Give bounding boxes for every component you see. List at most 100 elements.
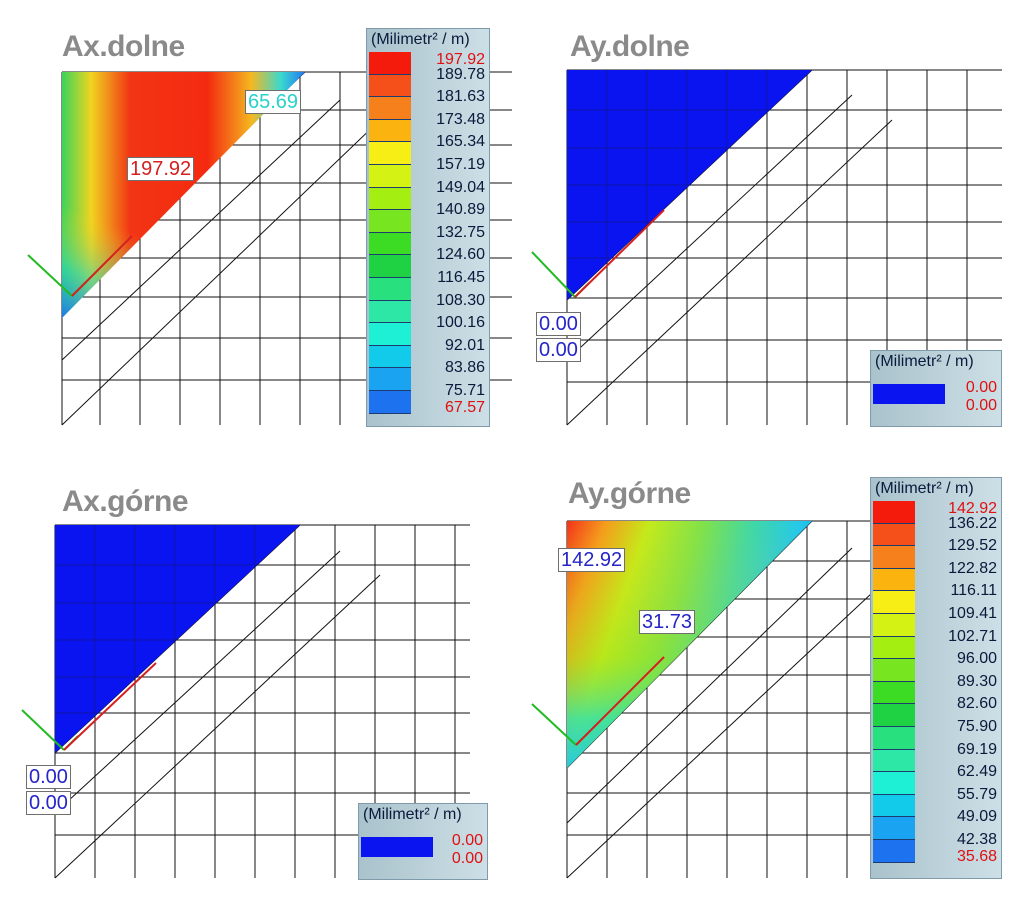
panel-title: Ay.górne — [568, 477, 691, 510]
legend-label: 55.79 — [956, 785, 997, 803]
legend-scale: 0.00 0.00 — [359, 827, 487, 871]
legend-swatch — [873, 568, 915, 592]
legend-swatch — [873, 840, 915, 863]
legend-swatch — [369, 232, 411, 256]
legend-swatch — [873, 546, 915, 569]
legend-label: 149.04 — [436, 178, 485, 196]
legend-swatch — [369, 345, 411, 369]
legend-label: 0.00 — [451, 832, 483, 849]
legend-swatch — [873, 794, 915, 818]
legend-scale: 0.00 0.00 — [871, 374, 1001, 418]
axis-green — [21, 709, 65, 751]
legend-label: 0.00 — [451, 850, 483, 867]
legend-swatch — [873, 727, 915, 750]
legend-swatch — [361, 837, 433, 857]
legend-swatch — [873, 614, 915, 637]
legend-swatch — [369, 52, 411, 75]
mesh-plot — [27, 71, 512, 426]
max-value-label: 0.00 — [26, 765, 71, 789]
legend-label: 140.89 — [436, 201, 485, 219]
legend-label: 116.45 — [437, 269, 485, 286]
min-value-label: 65.69 — [245, 90, 302, 114]
legend-scale: 197.92 189.78 181.63 173.48 165.34 157.19 149.… — [367, 52, 489, 416]
axis-red — [71, 235, 133, 297]
legend-swatch — [873, 749, 915, 773]
legend-label: 35.68 — [956, 847, 997, 865]
color-legend: (Milimetr² / m) 0.00 0.00 — [870, 350, 1002, 427]
legend-swatch — [873, 591, 915, 614]
panel-ax-dolne: Ax.dolne 197.92 65.69 (Milimetr² / m) 19… — [0, 0, 512, 453]
legend-swatch — [873, 523, 915, 547]
legend-swatch — [369, 323, 411, 346]
legend-label: 96.00 — [956, 650, 997, 668]
panel-ay-gorne: Ay.górne 142.92 31.73 (Milimetr² / m) 14… — [512, 453, 1024, 906]
legend-label: 102.71 — [948, 627, 997, 645]
legend-label: 0.00 — [965, 397, 997, 414]
legend-swatch — [873, 704, 915, 727]
legend-swatch — [369, 278, 411, 301]
field-region — [55, 525, 300, 753]
panel-title: Ax.dolne — [62, 30, 185, 63]
legend-label: 89.30 — [956, 672, 997, 690]
legend-swatch — [873, 772, 915, 795]
legend-units: (Milimetr² / m) — [875, 353, 974, 370]
legend-swatch — [873, 681, 915, 705]
legend-label: 109.41 — [948, 605, 997, 622]
legend-swatch — [873, 384, 945, 404]
legend-swatch — [369, 119, 411, 143]
legend-label: 165.34 — [436, 133, 485, 151]
legend-label: 42.38 — [956, 831, 997, 848]
legend-label: 0.00 — [965, 379, 997, 396]
legend-scale: 142.92 136.22 129.52 122.82 116.11 109.41 102.… — [871, 501, 1001, 865]
axis-green — [27, 254, 73, 297]
legend-label: 181.63 — [436, 88, 485, 106]
axis-red — [574, 209, 665, 298]
panel-title: Ay.dolne — [570, 30, 690, 63]
axis-green — [531, 251, 576, 298]
legend-swatch — [369, 74, 411, 98]
mesh-plot — [21, 524, 470, 879]
min-value-label: 31.73 — [639, 610, 696, 634]
legend-label: 82.60 — [956, 695, 997, 713]
legend-swatch — [873, 501, 915, 524]
legend-swatch — [873, 817, 915, 840]
legend-units: (Milimetr² / m) — [875, 480, 974, 497]
legend-swatch — [873, 636, 915, 660]
legend-label: 67.57 — [444, 398, 485, 416]
legend-label: 136.22 — [948, 514, 997, 532]
min-value-label: 0.00 — [26, 791, 71, 815]
panel-title: Ax.górne — [62, 485, 189, 518]
legend-label: 83.86 — [444, 359, 485, 377]
axis-red — [63, 662, 157, 751]
legend-label: 108.30 — [436, 291, 485, 309]
max-value-label: 142.92 — [558, 548, 626, 572]
legend-label: 116.11 — [950, 582, 997, 600]
color-legend: (Milimetr² / m) 197.92 189.78 181.63 173.48… — [366, 28, 490, 427]
legend-label: 142.92 — [948, 500, 997, 517]
legend-units: (Milimetr² / m) — [363, 806, 462, 823]
legend-label: 62.49 — [956, 763, 997, 781]
legend-swatch — [369, 187, 411, 211]
axis-green — [531, 703, 577, 746]
legend-label: 49.09 — [956, 808, 997, 826]
legend-label: 75.71 — [444, 382, 485, 399]
legend-label: 189.78 — [436, 65, 485, 83]
legend-label: 100.16 — [436, 314, 485, 332]
mesh-plot — [531, 520, 873, 879]
legend-swatch — [369, 97, 411, 120]
legend-label: 173.48 — [436, 110, 485, 128]
legend-swatch — [369, 368, 411, 391]
legend-swatch — [369, 391, 411, 414]
max-value-label: 197.92 — [127, 157, 195, 181]
legend-label: 92.01 — [444, 336, 485, 354]
legend-swatch — [369, 210, 411, 233]
legend-label: 132.75 — [436, 223, 485, 241]
legend-swatch — [369, 165, 411, 188]
legend-label: 157.19 — [436, 156, 485, 173]
legend-label: 69.19 — [956, 740, 997, 758]
legend-label: 129.52 — [948, 537, 997, 555]
legend-swatch — [369, 142, 411, 165]
color-legend: (Milimetr² / m) 0.00 0.00 — [358, 803, 488, 880]
color-legend: (Milimetr² / m) 142.92 136.22 129.52 122.82… — [870, 477, 1002, 879]
legend-label: 75.90 — [956, 718, 997, 735]
